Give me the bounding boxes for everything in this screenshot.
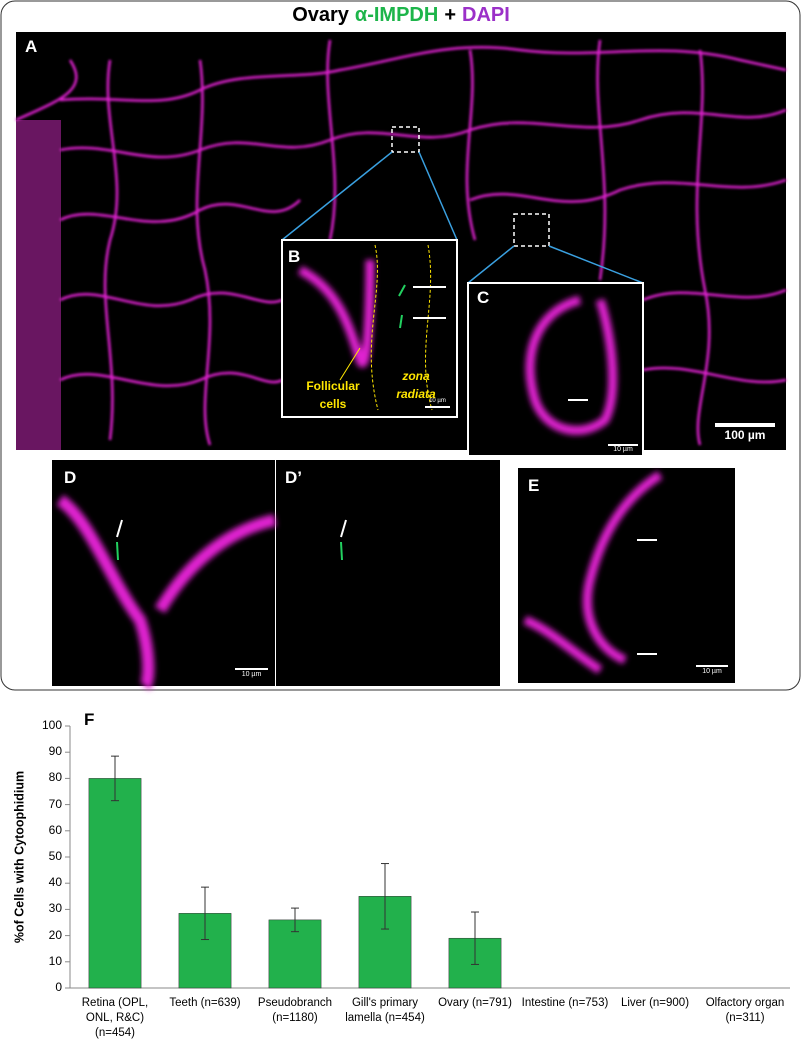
x-tick-label: Pseudobranch (n=1180) [257,997,333,1024]
panel-label: D’ [285,468,302,487]
scale-label: 10 µm [702,668,722,675]
y-tick-label: 90 [48,744,62,759]
nucleus [525,295,618,435]
y-tick-label: 10 [48,953,62,968]
arrow [413,286,446,319]
x-tick-label: Olfactory organ (n=311) [705,997,785,1024]
boundary [370,244,433,411]
panel-label: C [477,288,490,307]
scale-label: 100 µm [724,428,766,442]
nucleus [297,259,375,368]
arrow [116,519,347,538]
scale-bar [235,668,268,670]
figure-title: Ovary α-IMPDH + DAPI [0,4,802,27]
x-tick-label: Liver (n=900) [620,997,690,1009]
pointer [339,347,361,381]
y-tick-label: 30 [48,901,62,916]
cell-outlines [15,39,787,446]
scale-bar [696,665,728,667]
y-axis-label: %of Cells with Cytoophidium [12,771,26,943]
nucleus [523,471,663,674]
panel-label: F [84,710,95,729]
y-tick-label: 20 [48,927,62,942]
title-part: α-IMPDH [354,4,439,26]
y-tick-label: 70 [48,796,62,811]
scale-label: 10 µm [241,671,262,678]
scale-label: 10 µm [613,446,633,453]
panel-label: E [528,476,540,495]
bar [358,896,412,989]
x-tick-label: Gill's primary lamella (n=454) [345,997,425,1024]
y-tick-label: 60 [48,822,62,837]
arrow [637,539,657,655]
x-tick-label: Ovary (n=791) [438,997,512,1009]
panel-label: B [288,247,301,266]
cytoophidium [116,541,343,561]
panel-border [0,0,801,691]
y-tick-label: 40 [48,875,62,890]
scale-bar [608,444,638,446]
y-tick-label: 0 [55,980,62,994]
image-d [52,460,275,686]
y-tick-label: 80 [48,770,62,785]
annotation: Follicular cells [306,379,360,411]
y-tick-label: 100 [41,718,62,732]
scale-bar [425,406,450,408]
annotation: zona radiata [396,369,436,401]
x-tick-label: Retina (OPL, ONL, R&C) (n=454) [81,997,149,1039]
zoom-box [391,126,420,153]
bar [88,778,142,989]
title-part: + [444,4,456,26]
x-tick-label: Teeth (n=639) [169,997,241,1009]
panel-label: D [64,468,77,487]
title-part: DAPI [462,4,510,26]
tissue-edge [16,120,61,450]
zoom-lines [281,151,644,284]
scale-label: 10 µm [429,398,446,404]
x-tick-label: Intestine (n=753) [521,997,609,1009]
image-d2 [276,460,500,686]
panel-label: A [25,37,38,56]
nucleus [56,495,277,690]
zoom-box [513,213,550,247]
title-part: Ovary [292,4,349,26]
cytoophidium [398,284,406,329]
y-tick-label: 50 [48,849,62,863]
scale-bar [715,423,775,427]
